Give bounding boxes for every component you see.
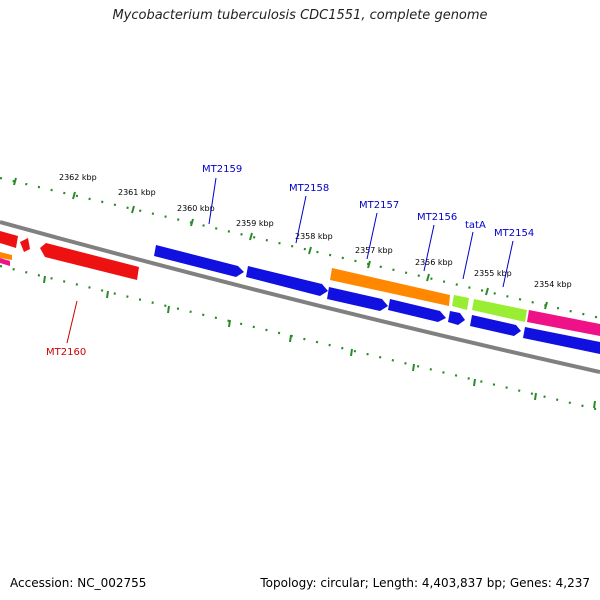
gene-feature-cds: [470, 315, 521, 336]
tick-label: 2355 kbp: [474, 269, 512, 278]
gene-feature-cds: [327, 287, 388, 311]
gene-feature-cds: [388, 299, 446, 322]
gene-label-forward: tatA: [465, 220, 486, 231]
gene-feature-reverse-cds: [40, 243, 139, 280]
tick-label: 2354 kbp: [534, 280, 572, 289]
tick-label: 2356 kbp: [415, 258, 453, 267]
gene-feature-rna: [330, 268, 450, 306]
gene-feature-cds: [154, 245, 244, 277]
gene-label-forward: MT2159: [202, 164, 242, 175]
gene-label-forward: MT2158: [289, 183, 329, 194]
tick-label: 2362 kbp: [59, 173, 97, 182]
genome-summary: Topology: circular; Length: 4,403,837 bp…: [260, 576, 590, 590]
reverse-strand: [0, 231, 139, 280]
gene-feature-misc: [0, 258, 10, 266]
tick-label: 2361 kbp: [118, 188, 156, 197]
gene-label-forward: MT2157: [359, 200, 399, 211]
inner-major-ticks: [43, 275, 596, 409]
gene-label-forward: MT2156: [417, 212, 457, 223]
gene-feature-cds: [523, 327, 600, 354]
gene-feature-reverse-cds: [20, 238, 30, 252]
label-leader-lines: [66, 177, 514, 344]
gene-feature-cds: [246, 266, 328, 296]
gene-feature-regulatory: [452, 295, 469, 310]
tick-label: 2359 kbp: [236, 219, 274, 228]
map-title: Mycobacterium tuberculosis CDC1551, comp…: [112, 8, 488, 23]
gene-label-reverse: MT2160: [46, 347, 86, 358]
gene-feature-cds: [448, 311, 465, 325]
tick-label: 2357 kbp: [355, 246, 393, 255]
forward-strand-2: [327, 287, 600, 354]
outer-major-ticks: [13, 177, 548, 310]
genome-backbone: [0, 220, 600, 374]
gene-feature-misc: [527, 310, 600, 336]
tick-label: 2358 kbp: [295, 232, 333, 241]
gene-label-forward: MT2154: [494, 228, 534, 239]
gene-feature-reverse-cds: [0, 231, 18, 248]
tick-label: 2360 kbp: [177, 204, 215, 213]
gene-feature-rna: [0, 252, 12, 260]
accession-label: Accession: NC_002755: [10, 576, 147, 590]
gene-feature-regulatory: [472, 299, 527, 322]
